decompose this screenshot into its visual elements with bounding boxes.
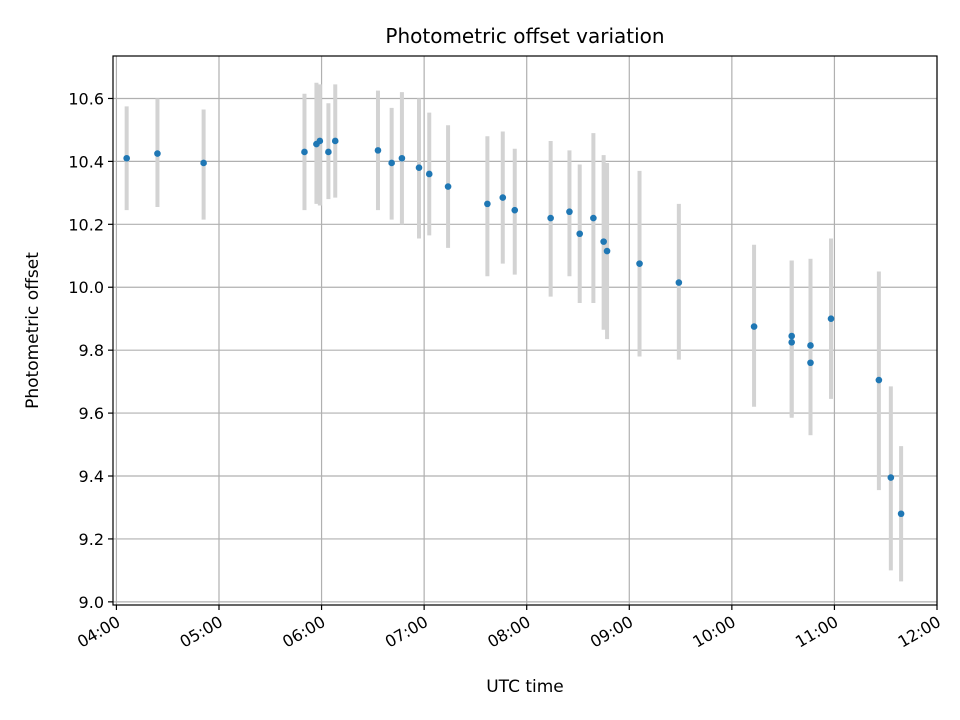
data-point <box>425 170 433 178</box>
y-tick-label: 10.4 <box>68 152 104 171</box>
data-point <box>301 148 308 156</box>
data-point <box>566 208 573 216</box>
y-axis-title: Photometric offset <box>23 252 43 409</box>
data-point <box>675 279 683 286</box>
y-tick-label: 10.0 <box>68 278 104 297</box>
point-layer <box>123 137 905 518</box>
data-point <box>388 159 395 167</box>
chart-title: Photometric offset variation <box>385 24 664 48</box>
data-point <box>600 238 607 245</box>
data-point <box>827 315 835 323</box>
data-point <box>154 150 161 157</box>
data-point <box>807 359 814 367</box>
y-tick-label: 9.6 <box>79 404 104 423</box>
data-point <box>897 510 905 518</box>
y-tick-label: 10.6 <box>68 89 104 108</box>
data-point <box>807 342 814 349</box>
data-point <box>499 194 507 201</box>
data-point <box>200 159 207 167</box>
data-point <box>788 332 795 340</box>
data-point <box>316 137 324 145</box>
y-tick-label: 10.2 <box>68 215 104 234</box>
data-point <box>788 338 795 346</box>
grid-layer <box>113 56 938 605</box>
data-point <box>398 154 406 162</box>
data-point <box>603 247 611 255</box>
x-axis-title: UTC time <box>486 677 564 697</box>
data-point <box>547 214 554 222</box>
data-point <box>415 164 423 171</box>
data-point <box>484 200 491 208</box>
data-point <box>123 154 130 162</box>
data-point <box>325 148 332 156</box>
y-tick-label: 9.2 <box>79 530 104 549</box>
data-point <box>887 474 895 481</box>
data-point <box>636 260 643 267</box>
y-tick-label: 9.0 <box>79 593 104 612</box>
data-point <box>331 137 339 145</box>
data-point <box>875 376 883 384</box>
plot-frame <box>112 55 938 606</box>
data-point <box>750 323 758 330</box>
data-point <box>511 206 519 214</box>
data-point <box>576 230 584 238</box>
data-point <box>444 183 452 190</box>
data-point <box>590 214 597 222</box>
y-tick-label: 9.8 <box>79 341 104 360</box>
data-point <box>374 147 382 154</box>
y-tick-label: 9.4 <box>79 467 104 486</box>
